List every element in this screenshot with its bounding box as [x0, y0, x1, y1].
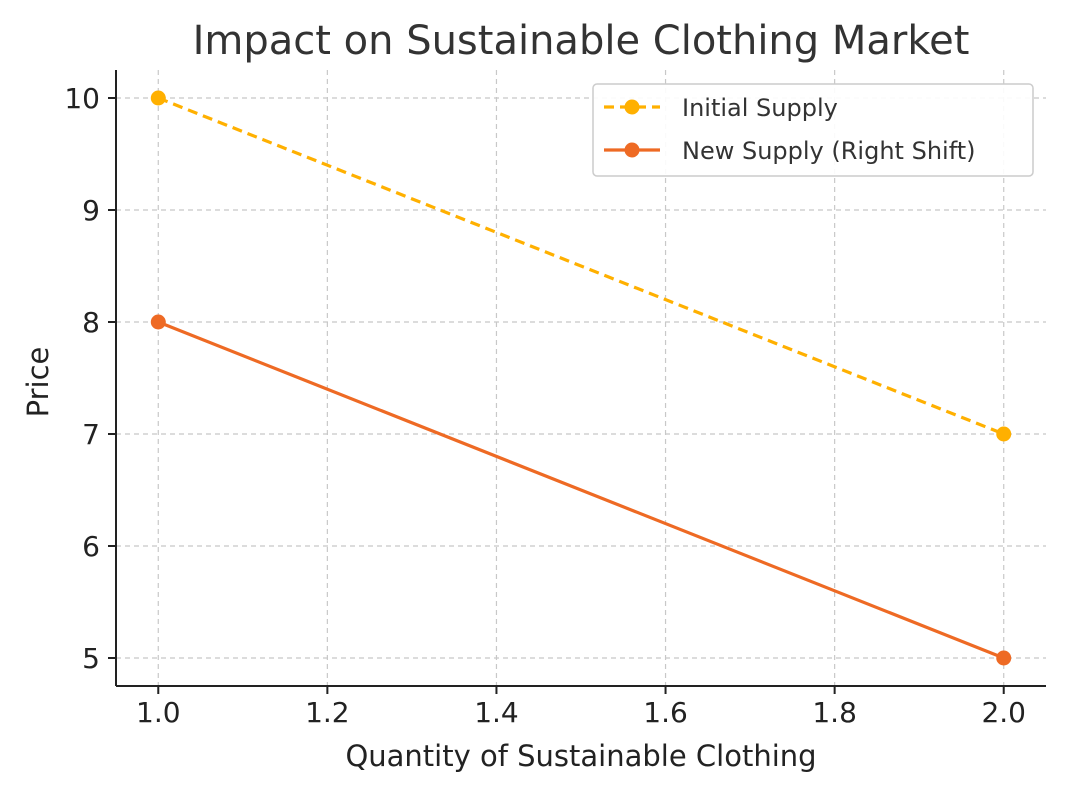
x-tick-label: 1.4: [474, 696, 519, 729]
x-axis-label: Quantity of Sustainable Clothing: [345, 739, 816, 773]
y-tick-label: 7: [82, 418, 100, 451]
y-axis-label: Price: [21, 347, 55, 418]
x-tick-label: 1.6: [643, 696, 688, 729]
x-tick-label: 2.0: [981, 696, 1026, 729]
chart-title: Impact on Sustainable Clothing Market: [193, 18, 970, 64]
legend-label-initial-supply: Initial Supply: [682, 94, 838, 122]
data-point-initial-supply: [996, 426, 1012, 442]
x-ticks: 1.0 1.2 1.4 1.6 1.8 2.0: [136, 686, 1026, 729]
legend: Initial Supply New Supply (Right Shift): [592, 83, 1034, 177]
axes-layer: [115, 70, 1046, 687]
series-line-initial-supply: [157, 96, 1005, 436]
x-tick-label: 1.2: [305, 696, 350, 729]
y-ticks: 5 6 7 8 9 10: [64, 82, 116, 675]
legend-marker-initial-supply: [624, 99, 640, 115]
legend-marker-new-supply: [624, 142, 640, 158]
data-point-initial-supply: [150, 90, 166, 106]
legend-label-new-supply: New Supply (Right Shift): [682, 137, 976, 165]
y-tick-label: 6: [82, 530, 100, 563]
y-tick-label: 9: [82, 194, 100, 227]
legend-box: [592, 83, 1034, 177]
data-point-new-supply-right-shift: [996, 650, 1012, 666]
series-line-new-supply-right-shift: [157, 320, 1005, 660]
y-tick-label: 8: [82, 306, 100, 339]
data-point-new-supply-right-shift: [150, 314, 166, 330]
x-tick-label: 1.0: [136, 696, 181, 729]
x-tick-label: 1.8: [812, 696, 857, 729]
y-tick-label: 10: [64, 82, 100, 115]
series-layer: [150, 90, 1012, 666]
y-tick-label: 5: [82, 642, 100, 675]
